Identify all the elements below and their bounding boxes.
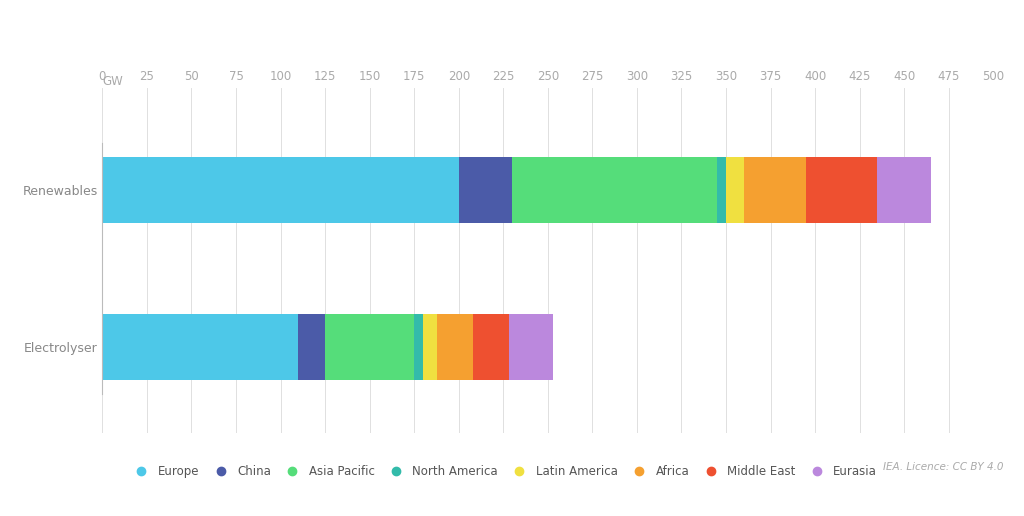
Bar bbox=[102, 157, 459, 223]
Bar bbox=[459, 157, 512, 223]
Bar bbox=[423, 314, 437, 380]
Bar bbox=[878, 157, 931, 223]
Text: GW: GW bbox=[102, 75, 123, 88]
Legend: Europe, China, Asia Pacific, North America, Latin America, Africa, Middle East, : Europe, China, Asia Pacific, North Ameri… bbox=[125, 460, 882, 482]
Bar bbox=[437, 314, 473, 380]
Text: IEA. Licence: CC BY 4.0: IEA. Licence: CC BY 4.0 bbox=[883, 462, 1004, 472]
Bar bbox=[509, 314, 553, 380]
Bar bbox=[743, 157, 806, 223]
Bar bbox=[326, 314, 414, 380]
Bar bbox=[473, 314, 509, 380]
Bar bbox=[512, 157, 717, 223]
Bar bbox=[102, 314, 298, 380]
Bar bbox=[717, 157, 726, 223]
Bar bbox=[414, 314, 423, 380]
Bar bbox=[806, 157, 878, 223]
Bar bbox=[298, 314, 326, 380]
Bar bbox=[726, 157, 743, 223]
